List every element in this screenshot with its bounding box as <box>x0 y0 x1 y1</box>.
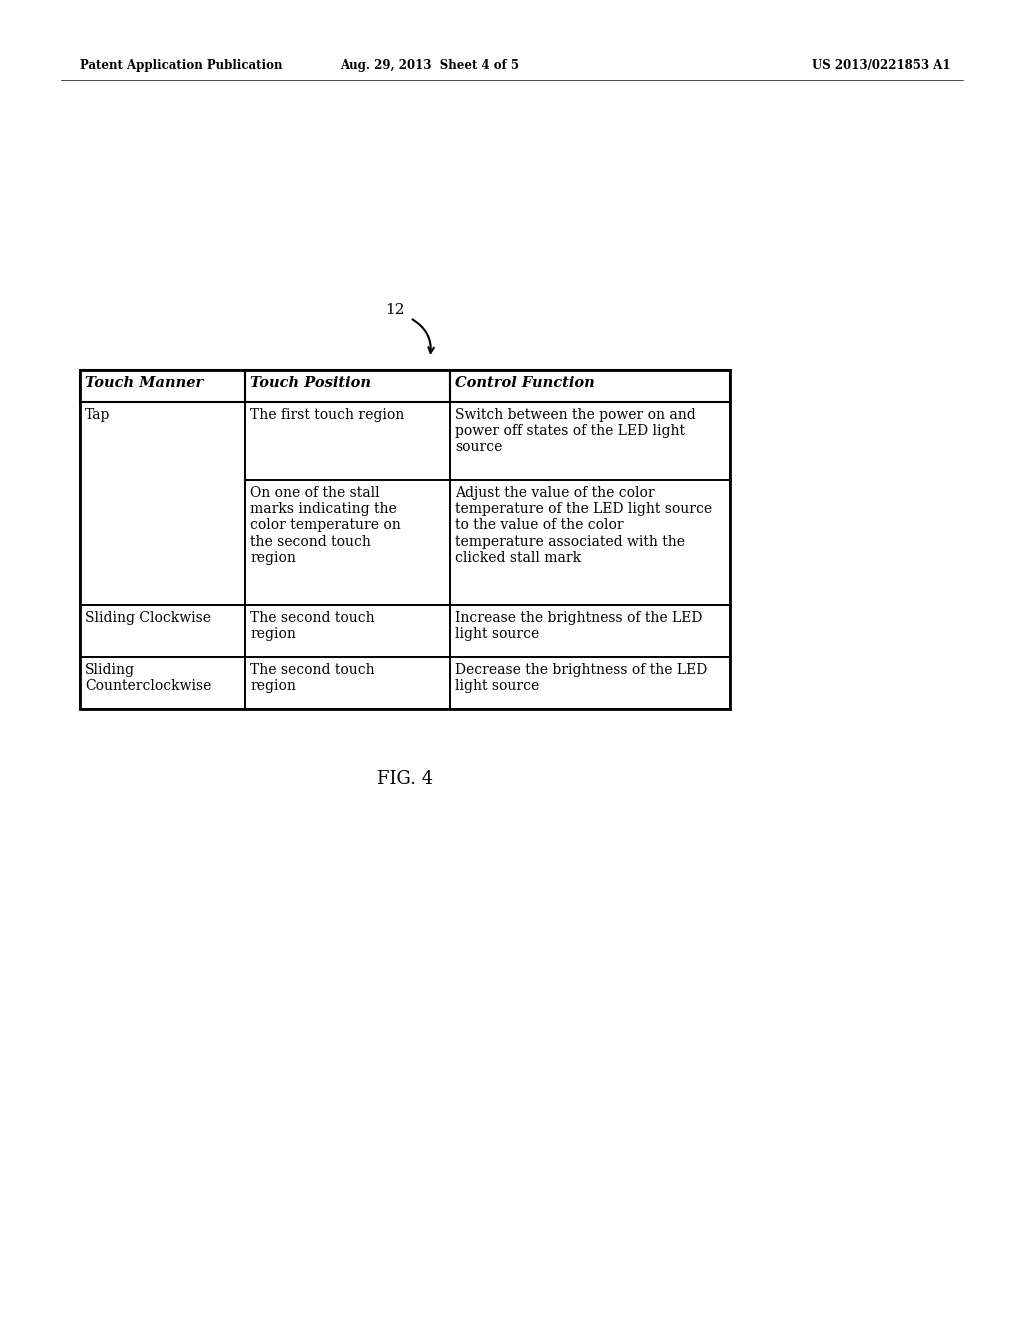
Bar <box>450 403 730 480</box>
Text: Control Function: Control Function <box>455 376 595 389</box>
Bar <box>450 370 730 403</box>
Bar <box>245 370 450 403</box>
Bar <box>245 605 450 657</box>
Bar <box>245 403 450 480</box>
Text: 12: 12 <box>385 304 404 317</box>
Text: On one of the stall
marks indicating the
color temperature on
the second touch
r: On one of the stall marks indicating the… <box>250 486 400 565</box>
Text: Increase the brightness of the LED
light source: Increase the brightness of the LED light… <box>455 611 702 642</box>
Text: Touch Position: Touch Position <box>250 376 371 389</box>
Bar <box>450 605 730 657</box>
Bar <box>80 370 730 709</box>
Text: Adjust the value of the color
temperature of the LED light source
to the value o: Adjust the value of the color temperatur… <box>455 486 712 565</box>
Bar <box>80 403 245 605</box>
Bar <box>80 657 245 709</box>
Text: Switch between the power on and
power off states of the LED light
source: Switch between the power on and power of… <box>455 408 695 454</box>
Text: Sliding
Counterclockwise: Sliding Counterclockwise <box>85 663 211 693</box>
Text: Decrease the brightness of the LED
light source: Decrease the brightness of the LED light… <box>455 663 708 693</box>
Bar <box>245 657 450 709</box>
Text: Patent Application Publication: Patent Application Publication <box>80 58 283 71</box>
Bar <box>450 480 730 605</box>
Text: The first touch region: The first touch region <box>250 408 404 422</box>
Bar <box>80 605 245 657</box>
Text: Sliding Clockwise: Sliding Clockwise <box>85 611 211 624</box>
Text: Aug. 29, 2013  Sheet 4 of 5: Aug. 29, 2013 Sheet 4 of 5 <box>341 58 519 71</box>
Text: The second touch
region: The second touch region <box>250 611 375 642</box>
Text: US 2013/0221853 A1: US 2013/0221853 A1 <box>811 58 950 71</box>
Text: FIG. 4: FIG. 4 <box>377 770 433 788</box>
Bar <box>450 657 730 709</box>
Text: Tap: Tap <box>85 408 111 422</box>
Bar <box>80 370 245 403</box>
Text: Touch Manner: Touch Manner <box>85 376 203 389</box>
Text: The second touch
region: The second touch region <box>250 663 375 693</box>
Bar <box>245 480 450 605</box>
